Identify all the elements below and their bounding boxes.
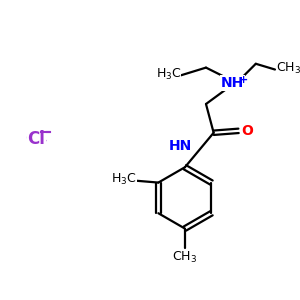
Text: Cl$\bar{}$: Cl$\bar{}$ xyxy=(25,130,48,148)
Text: Cl: Cl xyxy=(28,130,45,148)
Text: NH: NH xyxy=(221,76,244,90)
Text: CH$_3$: CH$_3$ xyxy=(172,250,197,265)
Text: HN: HN xyxy=(169,139,192,153)
Text: O: O xyxy=(241,124,253,138)
Text: H$_3$C: H$_3$C xyxy=(111,172,136,187)
Text: +: + xyxy=(239,75,248,85)
Text: H$_3$C: H$_3$C xyxy=(156,67,182,82)
Text: CH$_3$: CH$_3$ xyxy=(276,61,300,76)
